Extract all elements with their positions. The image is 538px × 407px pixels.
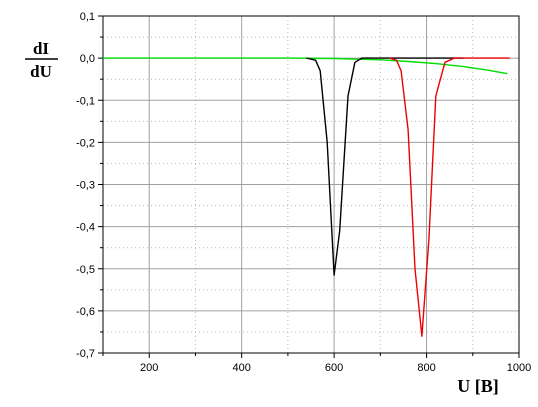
y-axis-label: dI dU — [25, 39, 58, 81]
x-tick-label: 400 — [232, 362, 250, 374]
y-axis-label-numerator: dI — [33, 39, 49, 58]
axis-ticks — [98, 15, 520, 358]
y-tick-label: -0,5 — [76, 264, 95, 276]
series-group — [103, 57, 510, 337]
y-tick-label: -0,4 — [76, 222, 95, 234]
y-tick-label: -0,3 — [76, 180, 95, 192]
tick-labels: 200 400 600 800 1000 0,1 0,0 -0,1 -0,2 -0,3 -0,4 -0… — [76, 11, 531, 374]
y-axis-label-denominator: dU — [30, 62, 52, 81]
x-tick-label: 200 — [140, 362, 158, 374]
y-tick-label: -0,6 — [76, 306, 95, 318]
y-tick-label: 0,1 — [80, 11, 95, 23]
series-line-3 — [389, 57, 510, 337]
x-tick-label: 600 — [325, 362, 343, 374]
x-tick-label: 1000 — [507, 362, 531, 374]
series-line-2 — [306, 57, 464, 276]
y-tick-label: -0,1 — [76, 95, 95, 107]
y-tick-label: 0,0 — [80, 53, 95, 65]
series-line-1 — [103, 57, 508, 75]
x-tick-label: 800 — [417, 362, 435, 374]
y-tick-label: -0,7 — [76, 348, 95, 360]
y-tick-label: -0,2 — [76, 137, 95, 149]
x-axis-label: U [B] — [457, 376, 499, 396]
